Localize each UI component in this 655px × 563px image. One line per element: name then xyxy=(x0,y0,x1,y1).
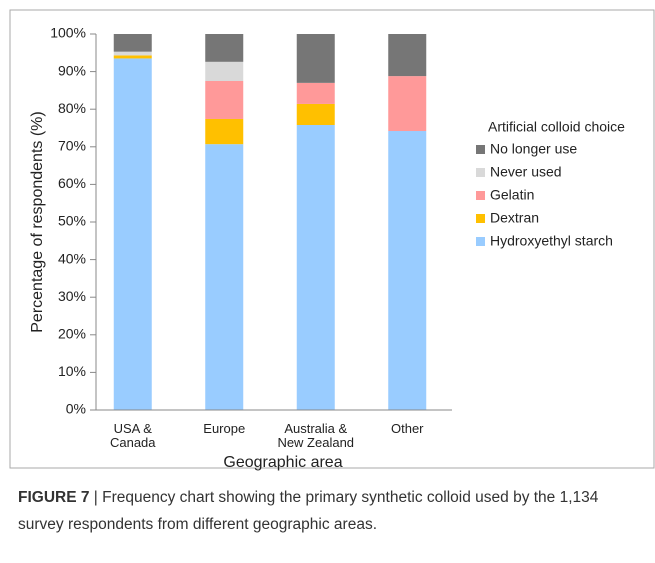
x-tick-label: USA & Canada xyxy=(109,421,156,450)
legend-swatch xyxy=(476,191,485,200)
y-tick-label: 20% xyxy=(58,326,86,342)
frame xyxy=(9,9,655,469)
x-tick-label: Europe xyxy=(203,421,246,436)
y-tick-label: 90% xyxy=(58,62,86,78)
y-tick-label: 80% xyxy=(58,100,86,116)
legend-label: No longer use xyxy=(490,141,577,157)
x-tick-label: Other xyxy=(390,421,424,436)
bar-segment xyxy=(205,144,244,410)
y-tick-label: 70% xyxy=(58,138,86,154)
legend-swatch xyxy=(476,168,485,177)
legend-swatch xyxy=(476,214,485,223)
bar-segment xyxy=(388,76,427,132)
bar-segment xyxy=(388,131,427,410)
x-axis-title: Geographic area xyxy=(223,454,342,471)
caption: FIGURE 7 | Frequency chart showing the p… xyxy=(18,484,638,538)
caption-label: FIGURE 7 xyxy=(18,489,90,506)
legend-label: Never used xyxy=(490,164,562,180)
y-tick-label: 40% xyxy=(58,250,86,266)
legend-swatch xyxy=(476,237,485,246)
bar-segment xyxy=(388,34,427,77)
y-tick-label: 0% xyxy=(66,401,86,417)
bar-segment xyxy=(296,34,335,83)
bar-segment xyxy=(113,58,152,410)
y-tick-label: 50% xyxy=(58,213,86,229)
y-tick-label: 60% xyxy=(58,175,86,191)
y-tick-label: 10% xyxy=(58,363,86,379)
legend-label: Gelatin xyxy=(490,187,534,203)
bar-segment xyxy=(296,103,335,125)
x-tick-label: Australia & New Zealand xyxy=(277,421,355,450)
bar-segment xyxy=(113,34,152,52)
legend-label: Hydroxyethyl starch xyxy=(490,233,613,249)
bar-segment xyxy=(113,51,152,56)
bar-segment xyxy=(205,118,244,145)
bar-segment xyxy=(205,81,244,119)
legend-label: Dextran xyxy=(490,210,539,226)
bar-segment xyxy=(296,82,335,104)
legend-swatch xyxy=(476,145,485,154)
y-tick-label: 30% xyxy=(58,288,86,304)
bar-segment xyxy=(296,124,335,410)
bar-segment xyxy=(205,61,244,81)
caption-text: | Frequency chart showing the primary sy… xyxy=(18,489,599,533)
bar-segment xyxy=(205,34,244,62)
legend-title: Artificial colloid choice xyxy=(488,119,625,135)
y-tick-label: 100% xyxy=(50,25,86,41)
y-axis-title: Percentage of respondents (%) xyxy=(29,111,46,332)
bar-segment xyxy=(113,55,152,59)
